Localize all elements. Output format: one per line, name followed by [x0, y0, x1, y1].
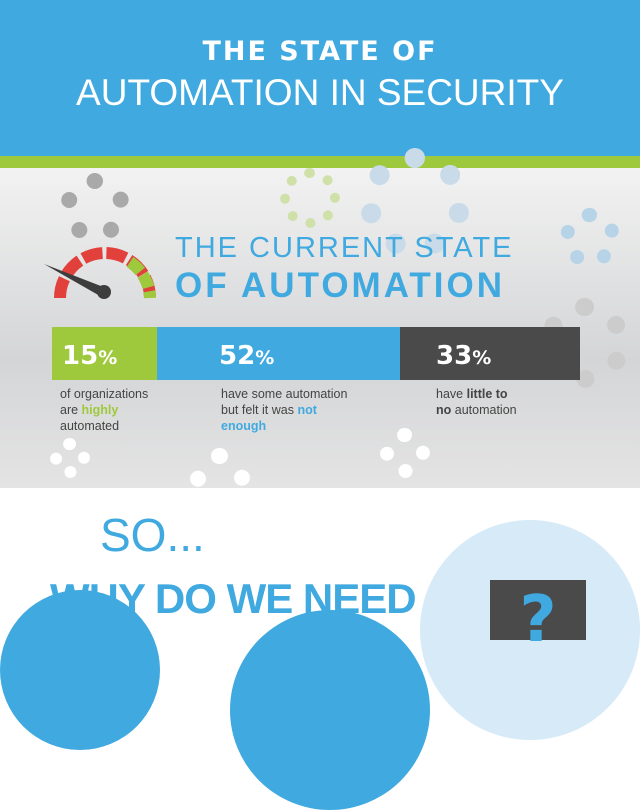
- caption-text: are: [60, 403, 82, 417]
- gauge-icon: [44, 247, 156, 299]
- caption-emphasis: highly: [81, 403, 119, 417]
- gear-icon: [560, 208, 620, 268]
- stat-caption: of organizations are highly automated: [60, 386, 148, 434]
- stat-value: 15: [62, 341, 99, 371]
- caption-text: have some automation: [221, 387, 348, 401]
- caption-text: automated: [60, 419, 120, 433]
- question-mark-box: ?: [490, 580, 586, 657]
- stat-unit: %: [472, 347, 492, 369]
- section-heading-line2: OF AUTOMATION: [175, 266, 505, 305]
- gear-icon: [50, 438, 90, 478]
- caption-emphasis: not: [297, 403, 317, 417]
- title-line1: THE STATE OF: [202, 36, 438, 67]
- stat-caption: have little to no automation: [436, 386, 517, 418]
- caption-text: have: [436, 387, 467, 401]
- stat-bar-little: 33%: [400, 327, 580, 380]
- stat-caption: have some automation but felt it was not e…: [221, 386, 347, 434]
- stat-bar-some: 52%: [157, 327, 400, 380]
- gear-icon: [190, 448, 250, 508]
- teaser-so: SO...: [100, 509, 205, 561]
- caption-text: of organizations: [60, 387, 149, 401]
- gear-icon: [230, 610, 430, 810]
- caption-emphasis: enough: [221, 419, 267, 433]
- gear-icon: [280, 168, 340, 228]
- stat-unit: %: [98, 347, 118, 369]
- section-heading-line1: THE CURRENT STATE: [175, 232, 514, 264]
- stat-bar-highly: 15%: [52, 327, 157, 380]
- title-line2: AUTOMATION IN SECURITY: [76, 72, 564, 113]
- caption-text: but felt it was: [221, 403, 298, 417]
- caption-emphasis: little to: [466, 387, 508, 401]
- teaser-question: WHY DO WE NEED: [50, 575, 417, 622]
- stat-value: 52: [219, 341, 256, 371]
- caption-emphasis: no: [436, 403, 452, 417]
- stat-value: 33: [436, 341, 473, 371]
- gear-icon: [380, 428, 430, 478]
- green-divider: [0, 156, 640, 168]
- caption-text: automation: [451, 403, 517, 417]
- stat-unit: %: [255, 347, 275, 369]
- header-banner: THE STATE OF AUTOMATION IN SECURITY: [0, 0, 640, 156]
